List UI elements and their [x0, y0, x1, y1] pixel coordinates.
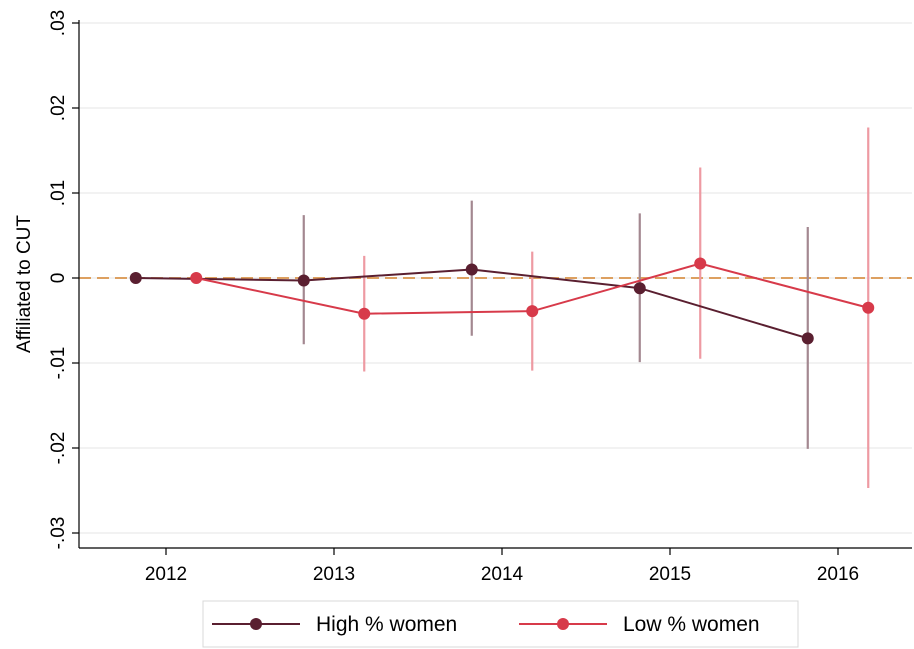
y-tick-label: .01 [48, 180, 69, 206]
series-lines [129, 257, 875, 345]
x-tick-label: 2016 [817, 564, 859, 585]
legend-label-0: High % women [316, 613, 457, 636]
x-tick-label: 2013 [313, 564, 355, 585]
legend-box [202, 600, 799, 648]
data-point-series-0 [297, 274, 310, 287]
legend: High % women Low % women [202, 600, 799, 648]
y-tick-labels: -.03 -.02 -.01 0 .01 .02 .03 [48, 10, 69, 550]
legend-marker-1 [557, 618, 569, 630]
axes [72, 20, 912, 555]
data-point-series-0 [801, 332, 814, 345]
grid-lines [79, 22, 912, 534]
y-tick-label: .03 [48, 10, 69, 36]
data-point-series-0 [129, 272, 142, 284]
legend-marker-0 [250, 618, 262, 630]
data-point-series-1 [526, 305, 539, 318]
data-point-series-0 [465, 263, 478, 276]
y-tick-label: -.03 [48, 517, 69, 550]
data-point-series-1 [694, 257, 707, 270]
data-point-series-0 [633, 282, 646, 295]
y-tick-label: .02 [48, 95, 69, 121]
data-point-series-1 [862, 301, 875, 314]
data-point-series-1 [190, 272, 203, 284]
legend-label-1: Low % women [623, 613, 760, 636]
y-tick-label: 0 [48, 273, 69, 284]
y-tick-label: -.01 [48, 347, 69, 380]
x-tick-label: 2014 [481, 564, 524, 585]
data-point-series-1 [358, 307, 371, 320]
y-tick-label: -.02 [48, 432, 69, 465]
y-axis-title: Affiliated to CUT [14, 215, 35, 353]
x-tick-labels: 2012 2013 2014 2015 2016 [145, 564, 859, 585]
confidence-intervals [302, 127, 870, 488]
x-tick-label: 2012 [145, 564, 187, 585]
x-tick-label: 2015 [649, 564, 691, 585]
